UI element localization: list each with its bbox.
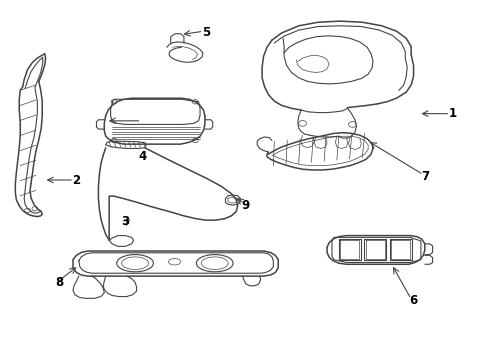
- Text: 9: 9: [241, 199, 249, 212]
- Text: 3: 3: [121, 215, 129, 228]
- Text: 5: 5: [202, 27, 210, 40]
- Text: 8: 8: [55, 276, 63, 289]
- Text: 2: 2: [73, 174, 80, 186]
- Text: 4: 4: [138, 150, 147, 163]
- Text: 1: 1: [449, 107, 457, 120]
- Text: 7: 7: [422, 170, 430, 183]
- Text: 6: 6: [410, 294, 417, 307]
